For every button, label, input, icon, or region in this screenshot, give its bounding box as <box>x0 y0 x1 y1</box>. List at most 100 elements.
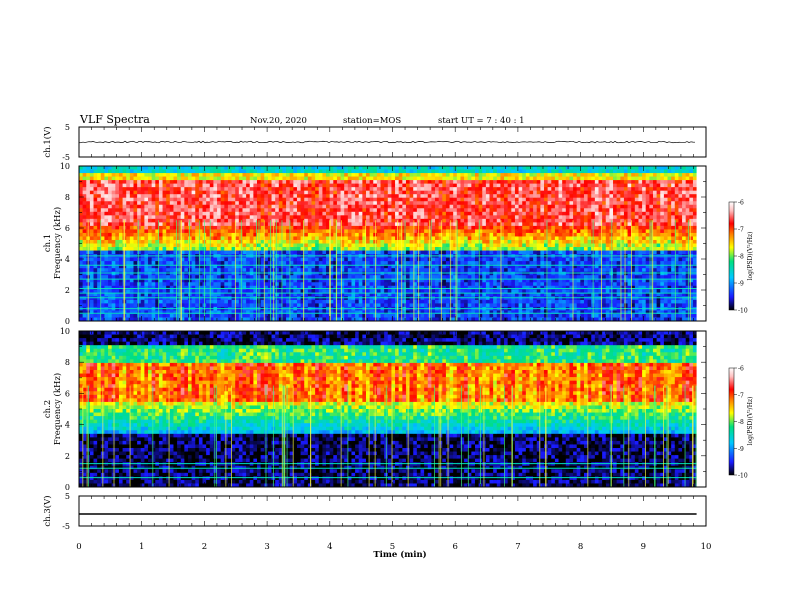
spectrogram-cell <box>217 313 222 318</box>
spectrogram-cell <box>351 247 356 251</box>
spectrogram-cell <box>402 250 407 255</box>
spectrogram-cell <box>97 190 102 195</box>
spectrogram-cell <box>209 261 214 266</box>
spectrogram-cell <box>402 229 407 234</box>
spectrogram-cell <box>336 176 341 181</box>
spectrogram-cell <box>449 303 454 308</box>
spectrogram-cell <box>329 247 334 251</box>
spectrogram-cell <box>169 236 174 241</box>
spectrogram-cell <box>115 282 120 287</box>
spectrogram-cell <box>260 250 265 255</box>
spectrogram-cell <box>220 271 225 276</box>
spectrogram-cell <box>89 264 94 269</box>
spectrogram-cell <box>220 169 225 174</box>
spectrogram-cell <box>162 250 167 255</box>
spectrogram-cell <box>224 204 229 209</box>
spectrogram-cell <box>126 166 131 170</box>
spectrogram-cell <box>485 208 490 213</box>
spectrogram-cell <box>104 303 109 308</box>
spectrogram-cell <box>449 243 454 248</box>
spectrogram-cell <box>311 208 316 213</box>
spectrogram-cell <box>351 187 356 192</box>
spectrogram-cell <box>296 211 301 216</box>
spectrogram-cell <box>129 176 134 181</box>
spectrogram-cell <box>482 317 487 322</box>
spectrogram-cell <box>278 261 283 266</box>
spectrogram-cell <box>333 268 338 273</box>
spectrogram-cell <box>282 183 287 188</box>
spectrogram-cell <box>387 317 392 322</box>
spectrogram-cell <box>402 190 407 195</box>
spectrogram-cell <box>460 190 465 195</box>
spectrogram-cell <box>89 317 94 322</box>
spectrogram-cell <box>158 176 163 181</box>
spectrogram-cell <box>449 201 454 206</box>
spectrogram-cell <box>293 271 298 276</box>
spectrogram-cell <box>329 194 334 199</box>
spectrogram-cell <box>79 204 84 209</box>
spectrogram-cell <box>478 317 483 322</box>
spectrogram-cell <box>148 222 153 227</box>
spectrogram-cell <box>242 310 247 315</box>
spectrogram-cell <box>340 310 345 315</box>
spectrogram-cell <box>373 194 378 199</box>
spectrogram-cell <box>453 180 458 185</box>
spectrogram-cell <box>209 271 214 276</box>
spectrogram-cell <box>387 201 392 206</box>
spectrogram-cell <box>420 187 425 192</box>
spectrogram-cell <box>351 204 356 209</box>
spectrogram-cell <box>398 187 403 192</box>
spectrogram-cell <box>140 236 145 241</box>
spectrogram-cell <box>464 169 469 174</box>
spectrogram-cell <box>79 201 84 206</box>
spectrogram-cell <box>489 169 494 174</box>
spectrogram-cell <box>336 278 341 283</box>
spectrogram-cell <box>402 268 407 273</box>
spectrogram-cell <box>289 303 294 308</box>
spectrogram-cell <box>137 275 142 280</box>
spectrogram-cell <box>405 247 410 251</box>
spectrogram-cell <box>296 215 301 220</box>
spectrogram-cell <box>402 222 407 227</box>
spectrogram-cell <box>173 173 178 177</box>
spectrogram-cell <box>449 180 454 185</box>
spectrogram-cell <box>464 166 469 170</box>
spectrogram-cell <box>431 183 436 188</box>
spectrogram-cell <box>315 201 320 206</box>
spectrogram-cell <box>282 278 287 283</box>
spectrogram-cell <box>238 275 243 280</box>
spectrogram-cell <box>278 169 283 174</box>
spectrogram-cell <box>344 243 349 248</box>
spectrogram-cell <box>187 261 193 266</box>
spectrogram-cell <box>344 296 349 301</box>
spectrogram-cell <box>467 250 472 255</box>
spectrogram-cell <box>227 201 232 206</box>
spectrogram-cell <box>395 211 400 216</box>
spectrogram-cell <box>398 211 403 216</box>
spectrogram-cell <box>347 303 352 308</box>
spectrogram-cell <box>249 289 254 294</box>
spectrogram-cell <box>445 176 450 181</box>
spectrogram-cell <box>445 292 450 297</box>
spectrogram-cell <box>238 285 243 290</box>
spectrogram-cell <box>238 173 243 177</box>
spectrogram-cell <box>362 194 367 199</box>
spectrogram-cell <box>235 173 240 177</box>
spectrogram-cell <box>347 169 352 174</box>
spectrogram-cell <box>293 268 298 273</box>
spectrogram-cell <box>137 317 142 322</box>
spectrogram-cell <box>329 236 334 241</box>
spectrogram-cell <box>413 261 418 266</box>
spectrogram-cell <box>151 264 156 269</box>
spectrogram-cell <box>213 317 218 322</box>
spectrogram-cell <box>311 247 316 251</box>
spectrogram-cell <box>144 190 149 195</box>
spectrogram-cell <box>395 313 400 318</box>
spectrogram-cell <box>362 313 367 318</box>
spectrogram-cell <box>104 257 109 262</box>
spectrogram-cell <box>311 187 316 192</box>
spectrogram-cell <box>424 268 429 273</box>
spectrogram-cell <box>166 313 171 318</box>
spectrogram-cell <box>202 194 207 199</box>
spectrogram-cell <box>445 232 450 237</box>
